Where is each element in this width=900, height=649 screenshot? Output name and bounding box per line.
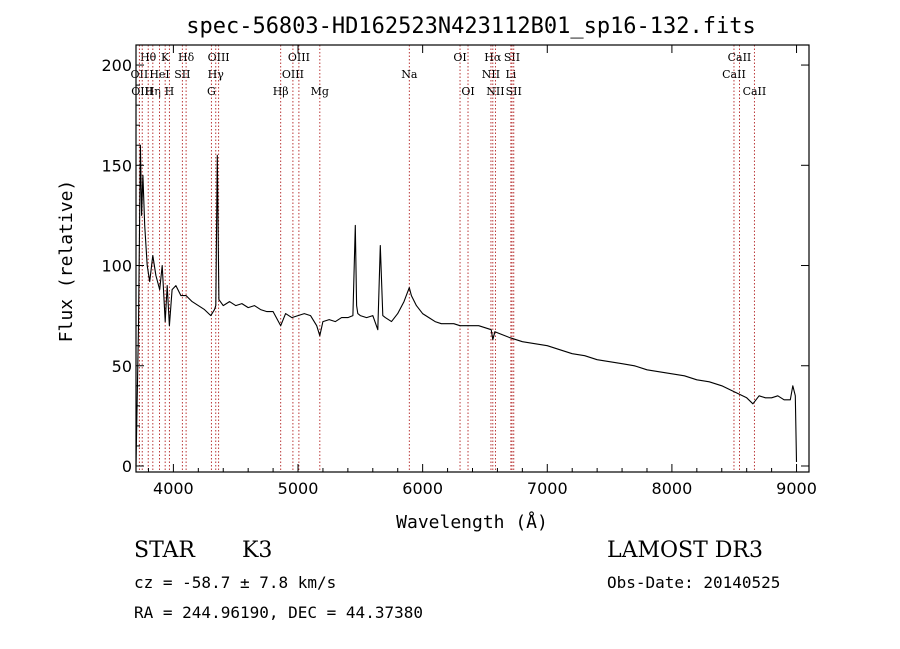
line-marker-label: Hδ <box>178 51 195 64</box>
x-tick-label: 6000 <box>402 479 443 498</box>
line-marker-label: Hη <box>145 85 161 98</box>
y-tick-label: 100 <box>101 257 132 276</box>
series-line-0 <box>135 144 798 467</box>
survey-name: LAMOST DR3 <box>607 538 763 563</box>
line-marker-label: OII <box>131 68 149 81</box>
object-class: STAR <box>134 538 195 563</box>
line-marker-label: OI <box>461 85 474 98</box>
line-marker-label: SII <box>504 51 520 64</box>
line-marker-label: H <box>165 85 175 98</box>
y-tick-label: 200 <box>101 56 132 75</box>
line-marker-label: Na <box>401 68 418 81</box>
x-axis: 4000 5000 6000 7000 8000 9000 <box>147 45 817 498</box>
line-marker-label: K <box>161 51 170 64</box>
x-tick-label: 8000 <box>652 479 693 498</box>
x-tick-label: 4000 <box>153 479 194 498</box>
line-marker-label: NII <box>486 85 504 98</box>
chart-title: spec-56803-HD162523N423112B01_sp16-132.f… <box>186 14 756 39</box>
line-marker-label: Hα <box>484 51 502 64</box>
x-axis-label: Wavelength (Å) <box>396 511 548 533</box>
x-tick-label: 5000 <box>278 479 319 498</box>
x-tick-label: 9000 <box>776 479 817 498</box>
observation-date: Obs-Date: 20140525 <box>607 573 781 592</box>
line-marker-label: CaII <box>743 85 767 98</box>
coordinates-readout: RA = 244.96190, DEC = 44.37380 <box>134 603 423 622</box>
line-marker-label: NII <box>482 68 500 81</box>
line-marker-label: CaII <box>728 51 752 64</box>
x-tick-label: 7000 <box>527 479 568 498</box>
line-marker-label: SII <box>174 68 190 81</box>
line-marker-label: SII <box>506 85 522 98</box>
line-marker-label: OI <box>453 51 466 64</box>
object-subclass: K3 <box>242 538 273 563</box>
y-axis-label: Flux (relative) <box>56 180 77 343</box>
y-tick-label: 150 <box>101 156 132 175</box>
plot-frame <box>135 44 810 473</box>
line-marker-label: OIII <box>282 68 304 81</box>
line-marker-label: Hθ <box>140 51 157 64</box>
line-marker-label: OIII <box>208 51 230 64</box>
line-marker-label: OIII <box>131 85 153 98</box>
line-marker-label: OIII <box>288 51 310 64</box>
line-marker-label: Hγ <box>208 68 225 81</box>
line-marker-label: Mg <box>311 85 329 98</box>
spectrum-series <box>135 144 798 467</box>
line-marker-label: Li <box>505 68 516 81</box>
y-axis: 0 50 100 150 200 <box>101 56 809 476</box>
line-marker-label: Hβ <box>273 85 289 98</box>
y-tick-label: 0 <box>122 457 132 476</box>
line-marker-label: CaII <box>722 68 746 81</box>
y-tick-label: 50 <box>112 357 132 376</box>
velocity-readout: cz = -58.7 ± 7.8 km/s <box>134 573 337 592</box>
line-marker-label: HeI <box>149 68 169 81</box>
line-marker-label: G <box>207 85 216 98</box>
